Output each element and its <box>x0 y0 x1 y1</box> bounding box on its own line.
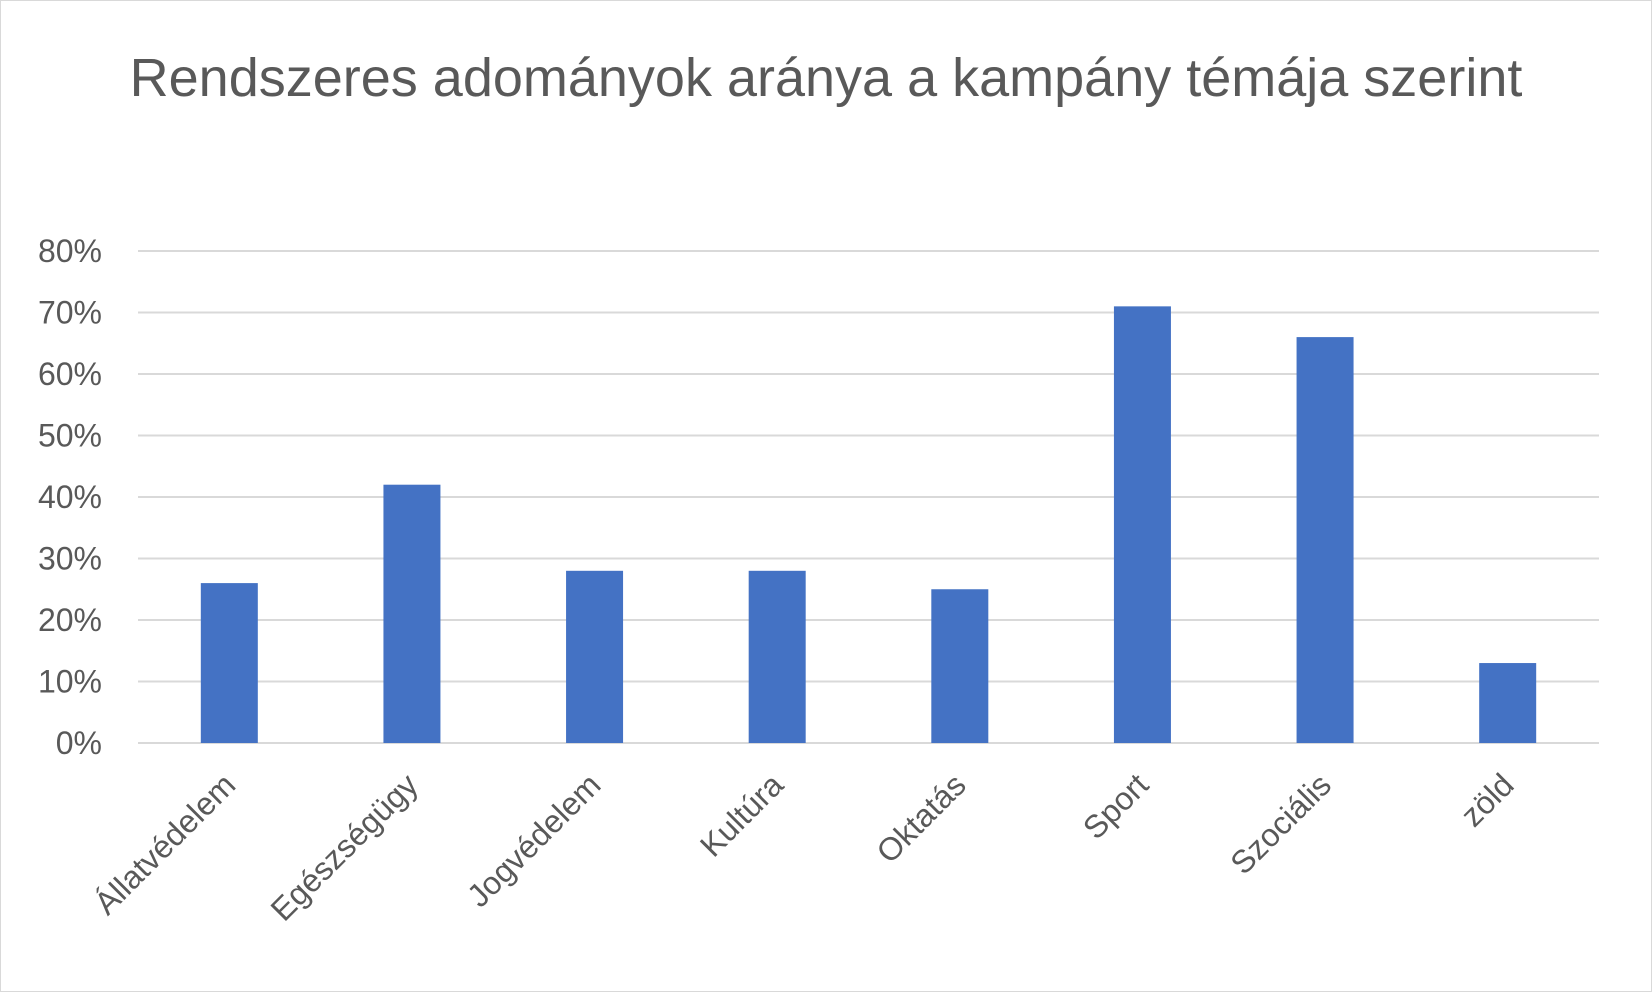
y-tick-label: 40% <box>38 479 102 515</box>
y-tick-label: 30% <box>38 541 102 577</box>
x-tick-label: Sport <box>1076 766 1156 846</box>
bar-sport <box>1113 306 1171 743</box>
y-tick-label: 60% <box>38 356 102 392</box>
chart-title: Rendszeres adományok aránya a kampány té… <box>129 48 1523 108</box>
y-tick-label: 70% <box>38 295 102 331</box>
x-tick-label: Kultúra <box>693 766 790 863</box>
y-tick-label: 50% <box>38 418 102 454</box>
x-tick-label: Oktatás <box>869 766 972 869</box>
x-axis-ticks: Állatvédelem Egészségügy Jogvédelem Kultúra… <box>87 766 1520 927</box>
bar-zöld <box>1479 663 1537 743</box>
y-tick-label: 10% <box>38 664 102 700</box>
bar-oktatás <box>931 589 989 743</box>
bar-kultúra <box>748 570 806 743</box>
bar-állatvédelem <box>200 583 258 743</box>
y-tick-label: 0% <box>56 725 102 761</box>
x-tick-label: Állatvédelem <box>87 766 242 921</box>
y-axis-ticks: 0% 10% 20% 30% 40% 50% 60% 70% 80% <box>38 233 102 761</box>
x-tick-label: zöld <box>1454 766 1521 833</box>
x-tick-label: Egészségügy <box>264 766 425 927</box>
y-tick-label: 80% <box>38 233 102 269</box>
grid-layer <box>138 250 1599 744</box>
bar-egészségügy <box>383 484 441 743</box>
x-tick-label: Jogvédelem <box>460 766 607 913</box>
bar-jogvédelem <box>566 570 624 743</box>
x-tick-label: Szociális <box>1223 766 1338 881</box>
bar-szociális <box>1296 337 1354 743</box>
bar-layer <box>200 306 1537 743</box>
y-tick-label: 20% <box>38 602 102 638</box>
